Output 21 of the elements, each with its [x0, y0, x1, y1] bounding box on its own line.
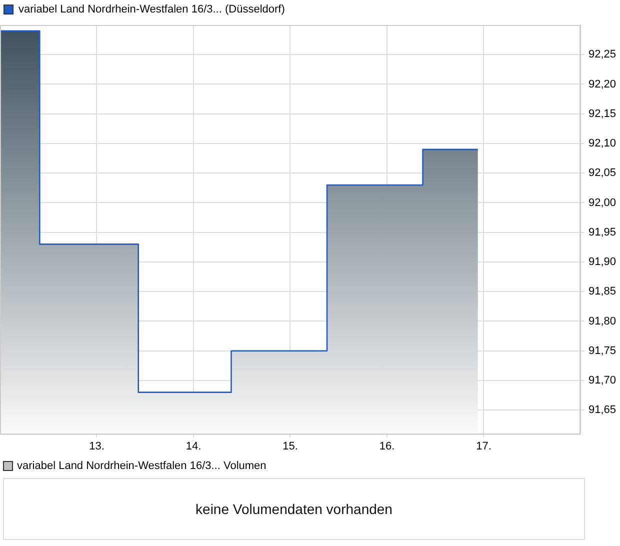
x-tick-label: 13. [89, 440, 104, 452]
y-tick-label: 92,20 [588, 78, 616, 90]
y-tick-label: 91,80 [588, 315, 616, 328]
text: keine Volumendaten vorhanden [196, 501, 392, 517]
y-tick-label: 91,65 [588, 404, 616, 416]
y-tick-label: 91,90 [588, 256, 616, 268]
y-tick-label: 92,00 [588, 196, 616, 209]
y-tick-label: 91,95 [588, 226, 616, 238]
y-tick-label: 92,10 [588, 138, 616, 150]
x-tick-label: 14. [186, 440, 202, 452]
x-tick-label: 16. [379, 440, 395, 452]
legend-label: variabel Land Nordrhein-Westfalen 16/3... Volumen [17, 460, 266, 472]
x-tick-label: 15. [282, 440, 298, 452]
y-tick-label: 91,70 [588, 374, 616, 387]
y-tick-label: 92,15 [588, 108, 616, 120]
y-tick-label: 92,25 [588, 48, 616, 61]
y-tick-label: 92,05 [588, 167, 616, 180]
legend-label: variabel Land Nordrhein-Westfalen 16/3... (Düsseldorf) [18, 4, 285, 16]
y-tick-label: 91,85 [588, 286, 616, 298]
y-tick-label: 91,75 [588, 344, 616, 357]
x-tick-label: 17. [476, 440, 492, 452]
